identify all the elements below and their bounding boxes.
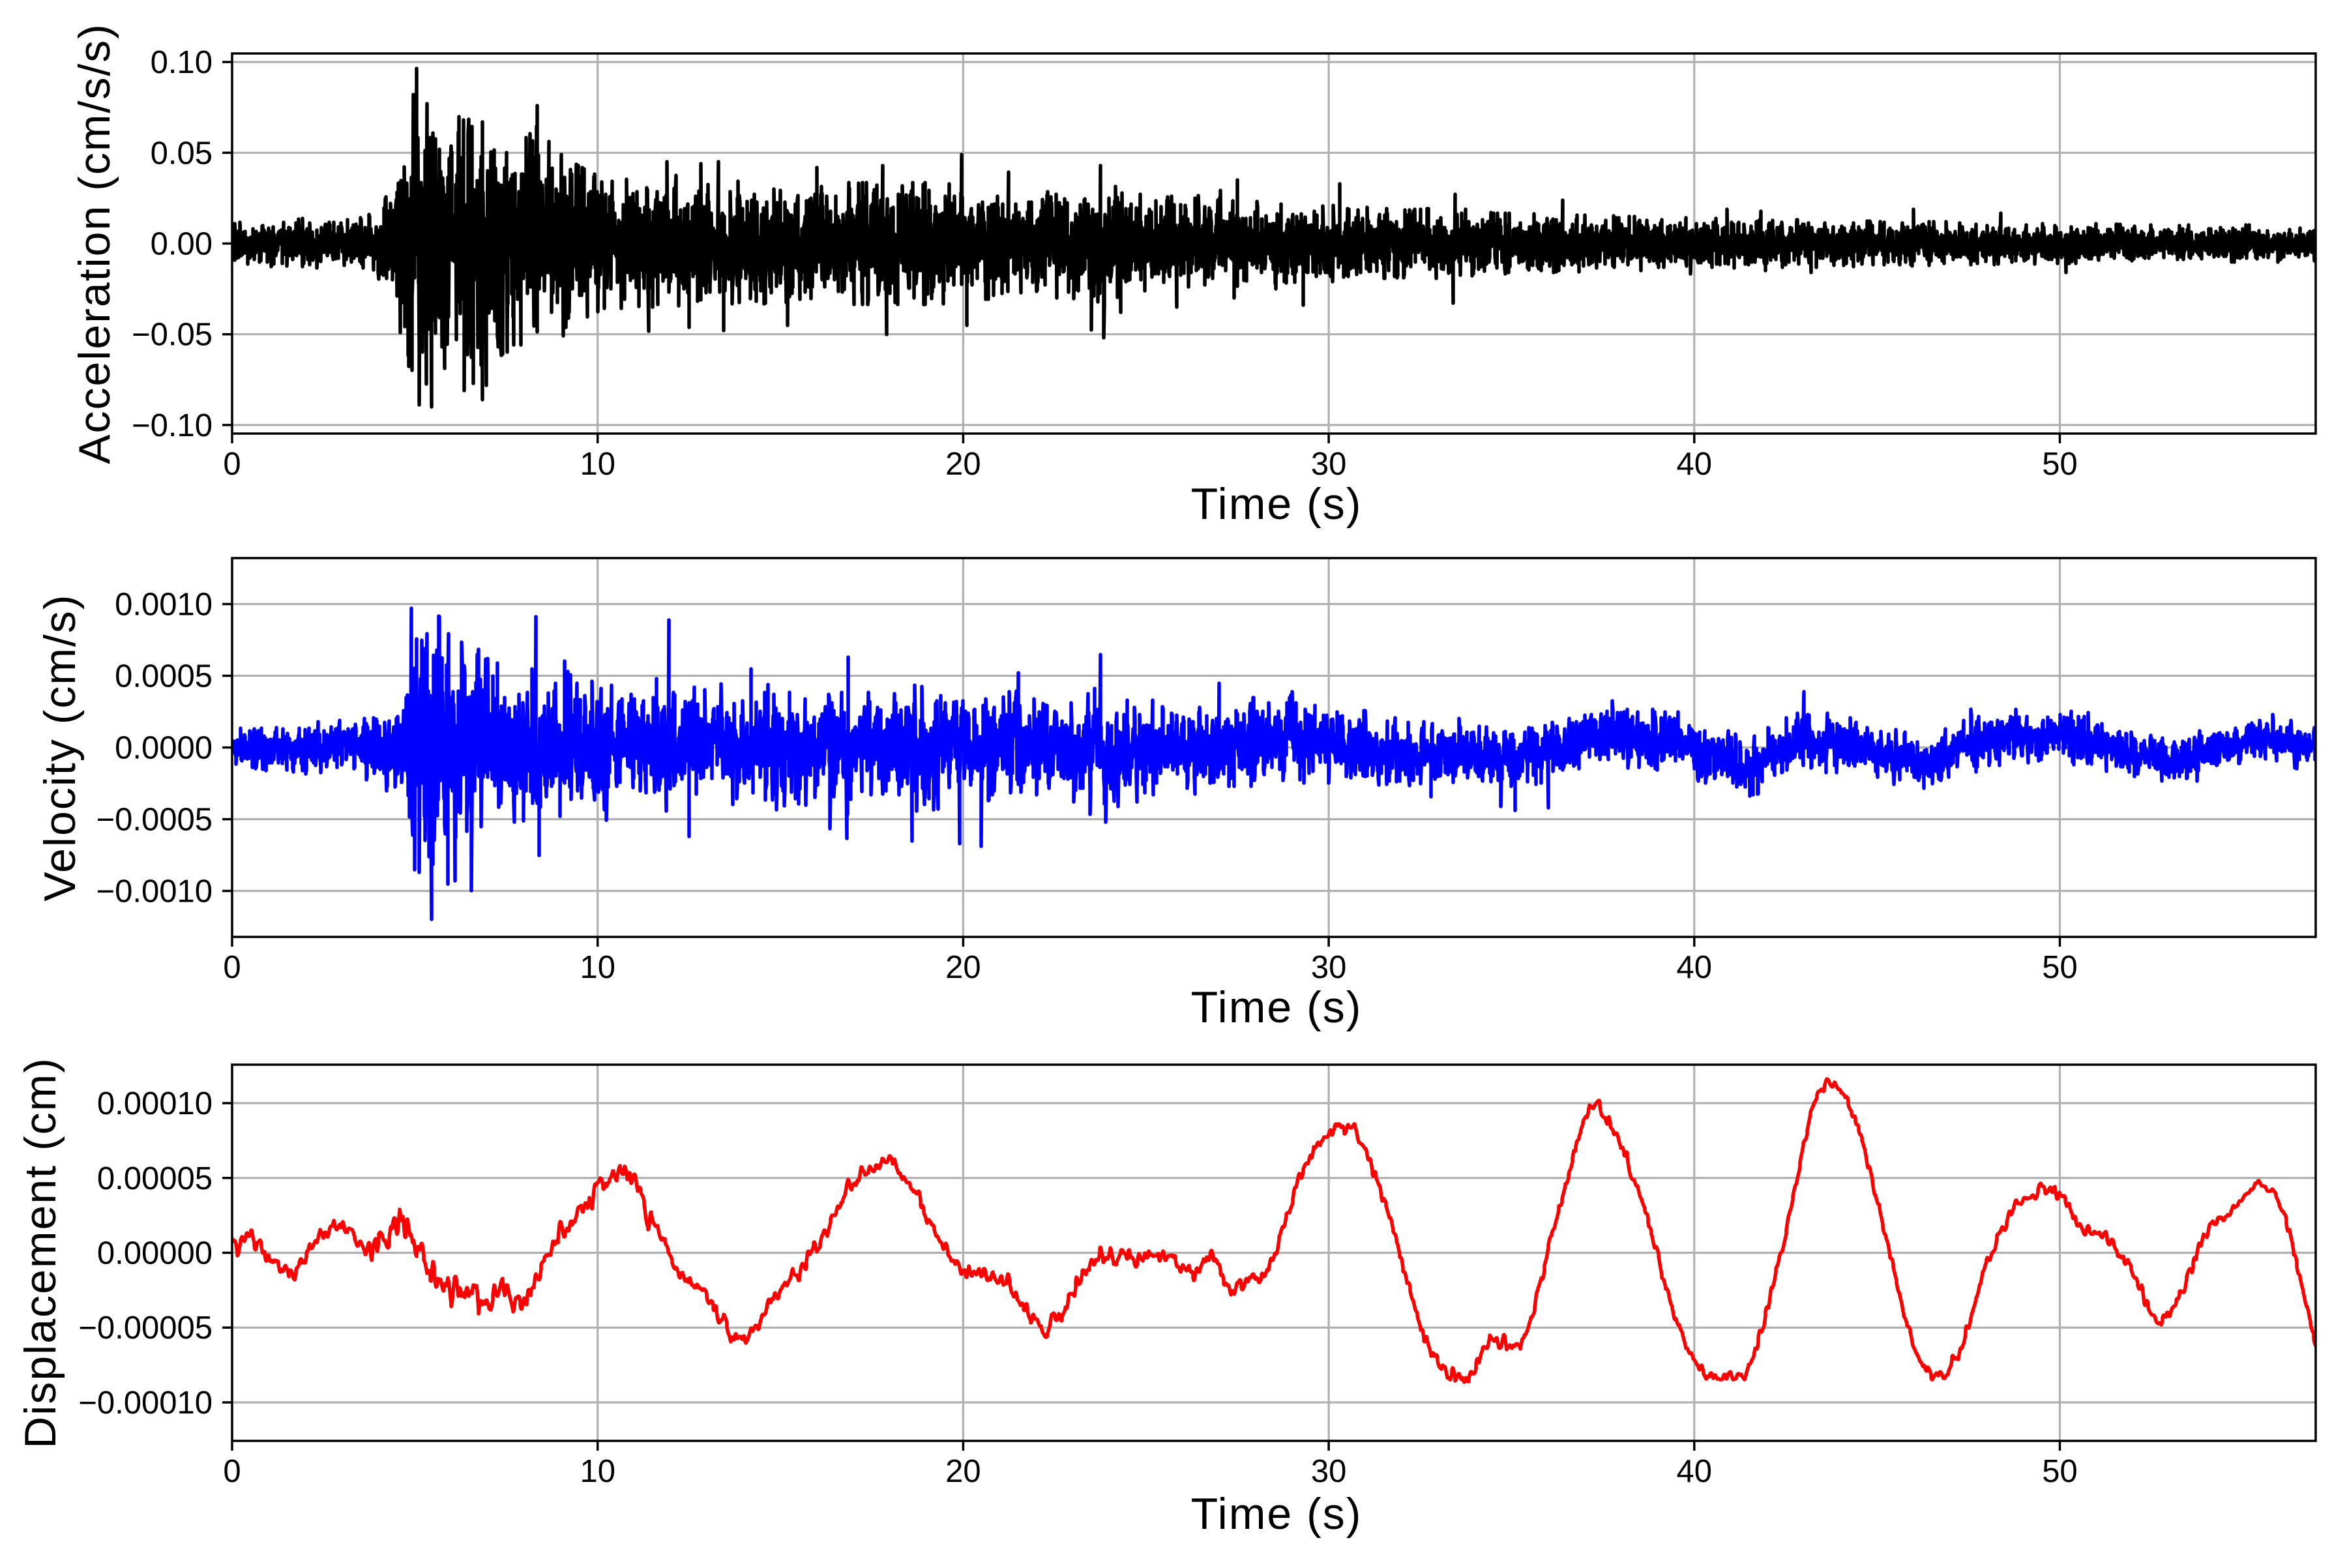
svg-text:−0.0010: −0.0010 [96, 874, 213, 910]
svg-text:Acceleration (cm/s/s): Acceleration (cm/s/s) [70, 23, 119, 464]
svg-text:30: 30 [1311, 447, 1347, 482]
svg-text:Time (s): Time (s) [1191, 983, 1363, 1032]
svg-text:−0.00010: −0.00010 [78, 1385, 213, 1421]
svg-text:Time (s): Time (s) [1191, 479, 1363, 529]
svg-text:0.0000: 0.0000 [115, 731, 213, 766]
svg-text:−0.00005: −0.00005 [78, 1310, 213, 1346]
svg-text:10: 10 [580, 1454, 615, 1489]
svg-text:−0.0005: −0.0005 [96, 803, 213, 838]
svg-text:10: 10 [580, 950, 615, 985]
svg-text:10: 10 [580, 447, 615, 482]
svg-text:0.00000: 0.00000 [97, 1236, 213, 1271]
svg-text:40: 40 [1677, 447, 1713, 482]
svg-text:Time (s): Time (s) [1191, 1489, 1363, 1539]
svg-text:0.0010: 0.0010 [115, 587, 213, 623]
svg-text:0.00010: 0.00010 [97, 1086, 213, 1121]
svg-text:0.05: 0.05 [151, 136, 213, 171]
svg-text:0.0005: 0.0005 [115, 659, 213, 694]
svg-text:−0.10: −0.10 [132, 408, 213, 443]
svg-text:Displacement (cm): Displacement (cm) [16, 1057, 65, 1449]
svg-text:40: 40 [1677, 1454, 1713, 1489]
svg-text:0: 0 [223, 950, 241, 985]
svg-text:20: 20 [945, 447, 981, 482]
svg-text:0.10: 0.10 [151, 45, 213, 80]
svg-text:Velocity (cm/s): Velocity (cm/s) [35, 593, 85, 901]
svg-text:40: 40 [1677, 950, 1713, 985]
svg-text:20: 20 [945, 950, 981, 985]
svg-text:30: 30 [1311, 950, 1347, 985]
svg-text:20: 20 [945, 1454, 981, 1489]
svg-text:50: 50 [2042, 1454, 2078, 1489]
svg-text:0.00005: 0.00005 [97, 1161, 213, 1196]
svg-text:30: 30 [1311, 1454, 1347, 1489]
svg-text:0: 0 [223, 447, 241, 482]
svg-text:50: 50 [2042, 447, 2078, 482]
svg-text:−0.05: −0.05 [132, 318, 213, 353]
svg-text:0: 0 [223, 1454, 241, 1489]
svg-text:50: 50 [2042, 950, 2078, 985]
svg-text:0.00: 0.00 [151, 227, 213, 262]
